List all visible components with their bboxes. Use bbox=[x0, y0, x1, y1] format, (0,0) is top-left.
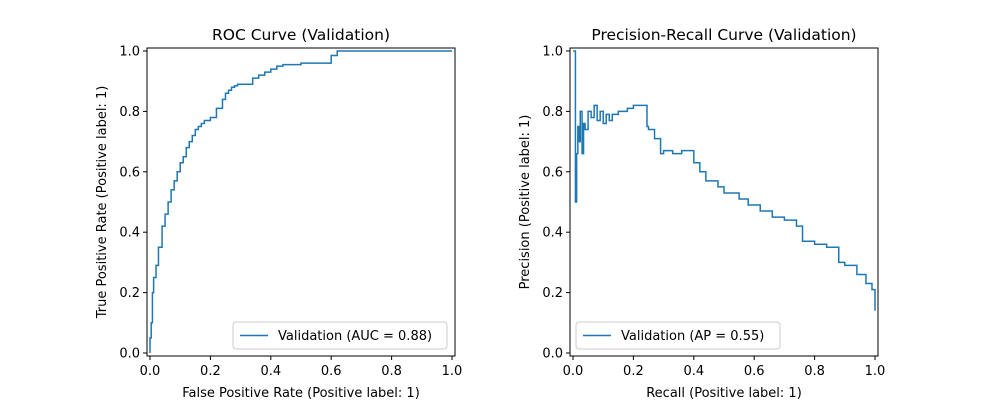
roc-legend-label: Validation (AUC = 0.88) bbox=[278, 329, 432, 344]
pr-y-tick-label: 0.4 bbox=[542, 226, 563, 241]
pr-legend-label: Validation (AP = 0.55) bbox=[621, 329, 764, 344]
pr-series-line bbox=[573, 50, 876, 311]
roc-x-tick-label: 0.6 bbox=[321, 364, 342, 379]
pr-x-tick-label: 1.0 bbox=[865, 364, 886, 379]
pr-curve-group bbox=[573, 50, 876, 311]
roc-y-axis-label: True Positive Rate (Positive label: 1) bbox=[95, 86, 110, 320]
pr-y-tick-label: 0.6 bbox=[542, 165, 563, 180]
pr-y-tick-label: 0.0 bbox=[542, 347, 563, 362]
pr-axes-frame bbox=[569, 47, 879, 357]
pr-y-tick-label: 0.8 bbox=[542, 105, 563, 120]
pr-x-tick-label: 0.2 bbox=[623, 364, 644, 379]
roc-title: ROC Curve (Validation) bbox=[212, 26, 390, 44]
roc-x-tick-label: 0.0 bbox=[140, 364, 161, 379]
roc-x-axis-label: False Positive Rate (Positive label: 1) bbox=[182, 386, 420, 400]
roc-y-tick-label: 1.0 bbox=[119, 45, 140, 60]
roc-axes-frame bbox=[146, 47, 456, 357]
pr-x-tick-label: 0.4 bbox=[683, 364, 704, 379]
roc-y-tick-label: 0.4 bbox=[119, 226, 140, 241]
roc-x-tick-label: 0.8 bbox=[381, 364, 402, 379]
pr-x-axis-label: Recall (Positive label: 1) bbox=[646, 386, 802, 400]
pr-ticks: 0.0 0.2 0.4 0.6 0.8 1.0 0.0 0.2 0.4 0.6 0.8 1.0 bbox=[542, 45, 885, 380]
roc-x-tick-label: 0.2 bbox=[200, 364, 221, 379]
pr-panel: Precision-Recall Curve (Validation) 0.0 0… bbox=[518, 26, 885, 400]
roc-ticks: 0.0 0.2 0.4 0.6 0.8 1.0 0.0 0.2 0.4 0.6 0.8 1.0 bbox=[119, 45, 462, 380]
pr-legend: Validation (AP = 0.55) bbox=[575, 321, 781, 350]
roc-y-tick-label: 0.2 bbox=[119, 286, 140, 301]
pr-y-tick-label: 0.2 bbox=[542, 286, 563, 301]
pr-x-tick-label: 0.6 bbox=[744, 364, 765, 379]
roc-y-tick-label: 0.6 bbox=[119, 165, 140, 180]
roc-legend-frame bbox=[232, 321, 448, 350]
pr-title: Precision-Recall Curve (Validation) bbox=[591, 26, 856, 44]
roc-panel: ROC Curve (Validation) 0.0 0.2 0.4 0.6 0.8 1.… bbox=[95, 26, 462, 400]
pr-y-tick-label: 1.0 bbox=[542, 45, 563, 60]
roc-x-tick-label: 1.0 bbox=[442, 364, 463, 379]
pr-y-axis-label: Precision (Positive label: 1) bbox=[518, 115, 533, 290]
roc-curve-group bbox=[149, 50, 452, 353]
roc-x-tick-label: 0.4 bbox=[260, 364, 281, 379]
roc-legend: Validation (AUC = 0.88) bbox=[232, 321, 448, 350]
roc-y-tick-label: 0.0 bbox=[119, 347, 140, 362]
pr-x-tick-label: 0.0 bbox=[563, 364, 584, 379]
pr-x-tick-label: 0.8 bbox=[804, 364, 825, 379]
roc-y-tick-label: 0.8 bbox=[119, 105, 140, 120]
pr-legend-frame bbox=[575, 321, 781, 350]
roc-series-line bbox=[149, 50, 452, 353]
